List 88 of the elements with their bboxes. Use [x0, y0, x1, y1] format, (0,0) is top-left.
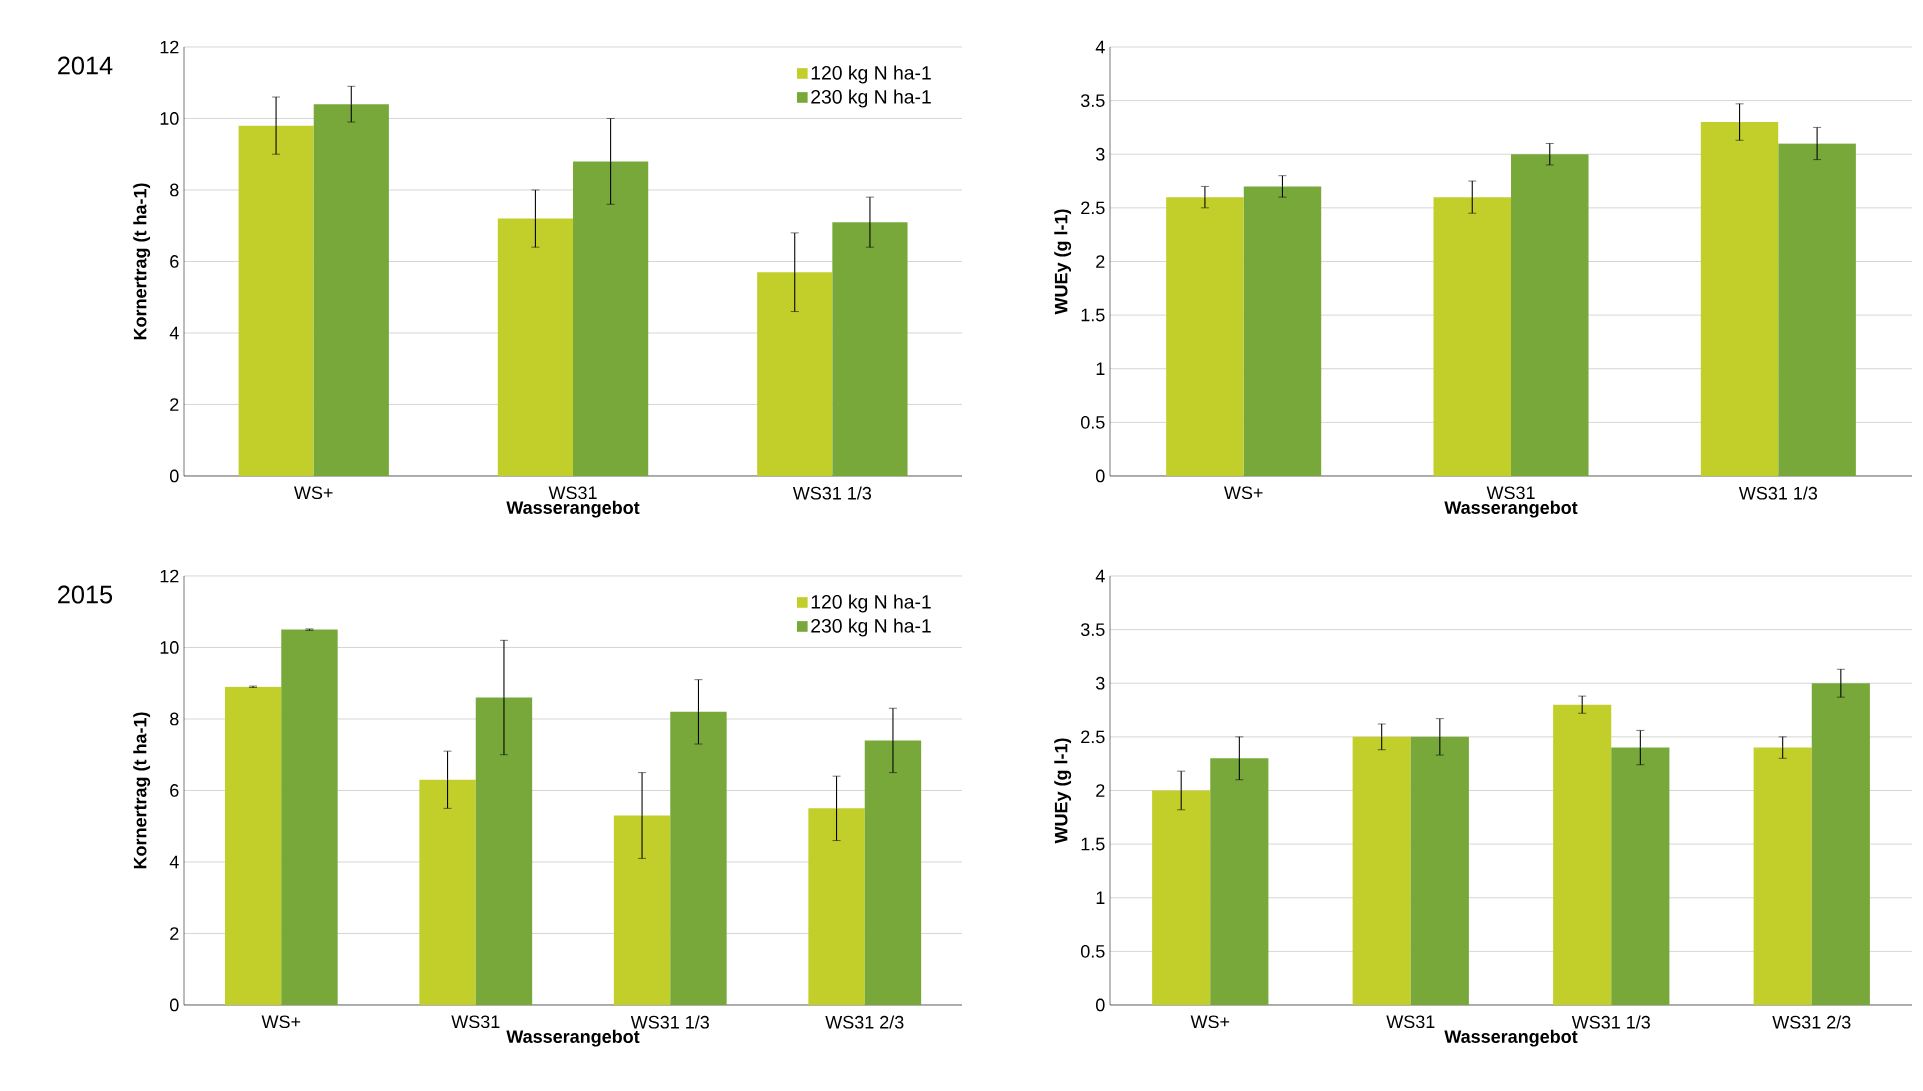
y-axis-title: Kornertrag (t ha-1)	[133, 183, 151, 340]
y-tick-label: 0	[1096, 469, 1105, 483]
y-tick-label: 2.5	[1081, 201, 1105, 215]
x-tick-label: WS+	[1224, 486, 1263, 500]
x-tick-label: WS31	[1486, 486, 1535, 500]
legend-label: 120 kg N ha-1	[811, 594, 931, 613]
y-tick-label: 6	[170, 784, 179, 797]
y-tick-label: 1	[1096, 362, 1105, 375]
bar	[313, 104, 389, 476]
y-tick-label: 6	[170, 255, 179, 268]
x-tick-label: WS31	[1386, 1015, 1435, 1029]
y-tick-label: 2.5	[1081, 730, 1105, 744]
bar	[864, 740, 922, 1005]
x-axis-title: Wasserangebot	[1444, 1029, 1578, 1047]
y-tick-label: 0	[1096, 998, 1105, 1012]
y-tick-label: 3	[1095, 676, 1105, 690]
x-tick-label: WS+	[1190, 1015, 1230, 1029]
bar	[808, 808, 865, 1005]
legend-label: 120 kg N ha-1	[811, 65, 931, 84]
legend-label: 230 kg N ha-1	[811, 89, 931, 108]
bar	[1511, 154, 1589, 476]
x-axis-title: Wasserangebot	[1444, 500, 1578, 518]
y-tick-label: 3.5	[1080, 623, 1105, 636]
y-tick-label: 10	[160, 112, 179, 125]
y-tick-label: 1	[1096, 891, 1105, 904]
x-tick-label: WS31 1/3	[1738, 486, 1818, 500]
bar	[1410, 736, 1469, 1005]
bar	[670, 711, 727, 1005]
x-tick-label: WS31 1/3	[792, 486, 872, 500]
bar	[1778, 143, 1856, 476]
y-tick-label: 12	[160, 569, 179, 583]
y-axis-title: WUEy (g l-1)	[1054, 738, 1072, 844]
y-tick-label: 10	[160, 641, 179, 654]
bar	[475, 697, 533, 1005]
bar	[1433, 197, 1512, 476]
bar	[1611, 747, 1670, 1005]
x-tick-label: WS+	[294, 486, 333, 500]
y-tick-label: 2	[1096, 255, 1105, 268]
y-tick-label: 2	[1096, 784, 1105, 797]
y-tick-label: 4	[1095, 40, 1105, 54]
bar	[757, 272, 833, 476]
bar	[1553, 704, 1612, 1005]
y-tick-label: 1.5	[1081, 837, 1105, 851]
y-tick-label: 1.5	[1081, 308, 1105, 322]
y-axis-title: Kornertrag (t ha-1)	[133, 712, 151, 869]
x-tick-label: WS31 1/3	[630, 1015, 709, 1029]
bar	[573, 161, 649, 476]
y-tick-label: 0.5	[1080, 944, 1105, 958]
bar	[1243, 186, 1322, 476]
bar	[1753, 747, 1812, 1005]
y-tick-label: 4	[169, 855, 179, 869]
y-tick-label: 8	[170, 712, 179, 726]
y-tick-label: 4	[169, 326, 179, 340]
bar	[1352, 736, 1411, 1005]
y-tick-label: 3.5	[1080, 94, 1105, 107]
bar	[1811, 683, 1870, 1005]
bar	[1152, 790, 1211, 1005]
y-tick-label: 2	[170, 398, 179, 411]
y-tick-label: 4	[1095, 569, 1105, 583]
bar	[419, 779, 476, 1005]
x-tick-label: WS31	[548, 486, 597, 500]
bar	[497, 218, 574, 476]
x-tick-label: WS+	[261, 1015, 301, 1029]
x-tick-label: WS31 2/3	[1772, 1015, 1851, 1029]
y-axis-title: WUEy (g l-1)	[1054, 209, 1072, 315]
chart-title: 2014	[58, 56, 113, 75]
x-tick-label: WS31	[451, 1015, 500, 1029]
y-tick-label: 0	[170, 469, 179, 483]
bar	[238, 125, 314, 476]
x-axis-title: Wasserangebot	[506, 500, 640, 518]
bar	[1166, 197, 1244, 476]
bar	[1210, 758, 1269, 1005]
legend-label: 230 kg N ha-1	[811, 618, 931, 637]
chart-title: 2015	[58, 585, 113, 604]
y-tick-label: 8	[170, 183, 179, 197]
y-tick-label: 0	[170, 998, 179, 1012]
x-tick-label: WS31 1/3	[1571, 1015, 1650, 1029]
bar	[281, 629, 338, 1005]
bar	[224, 686, 282, 1005]
y-tick-label: 12	[160, 40, 179, 54]
bar	[613, 815, 671, 1005]
y-tick-label: 3	[1095, 147, 1105, 161]
x-tick-label: WS31 2/3	[825, 1015, 904, 1029]
y-tick-label: 0.5	[1080, 415, 1105, 429]
y-tick-label: 2	[170, 927, 179, 940]
bar	[832, 222, 908, 476]
x-axis-title: Wasserangebot	[506, 1029, 640, 1047]
bar	[1700, 122, 1779, 476]
